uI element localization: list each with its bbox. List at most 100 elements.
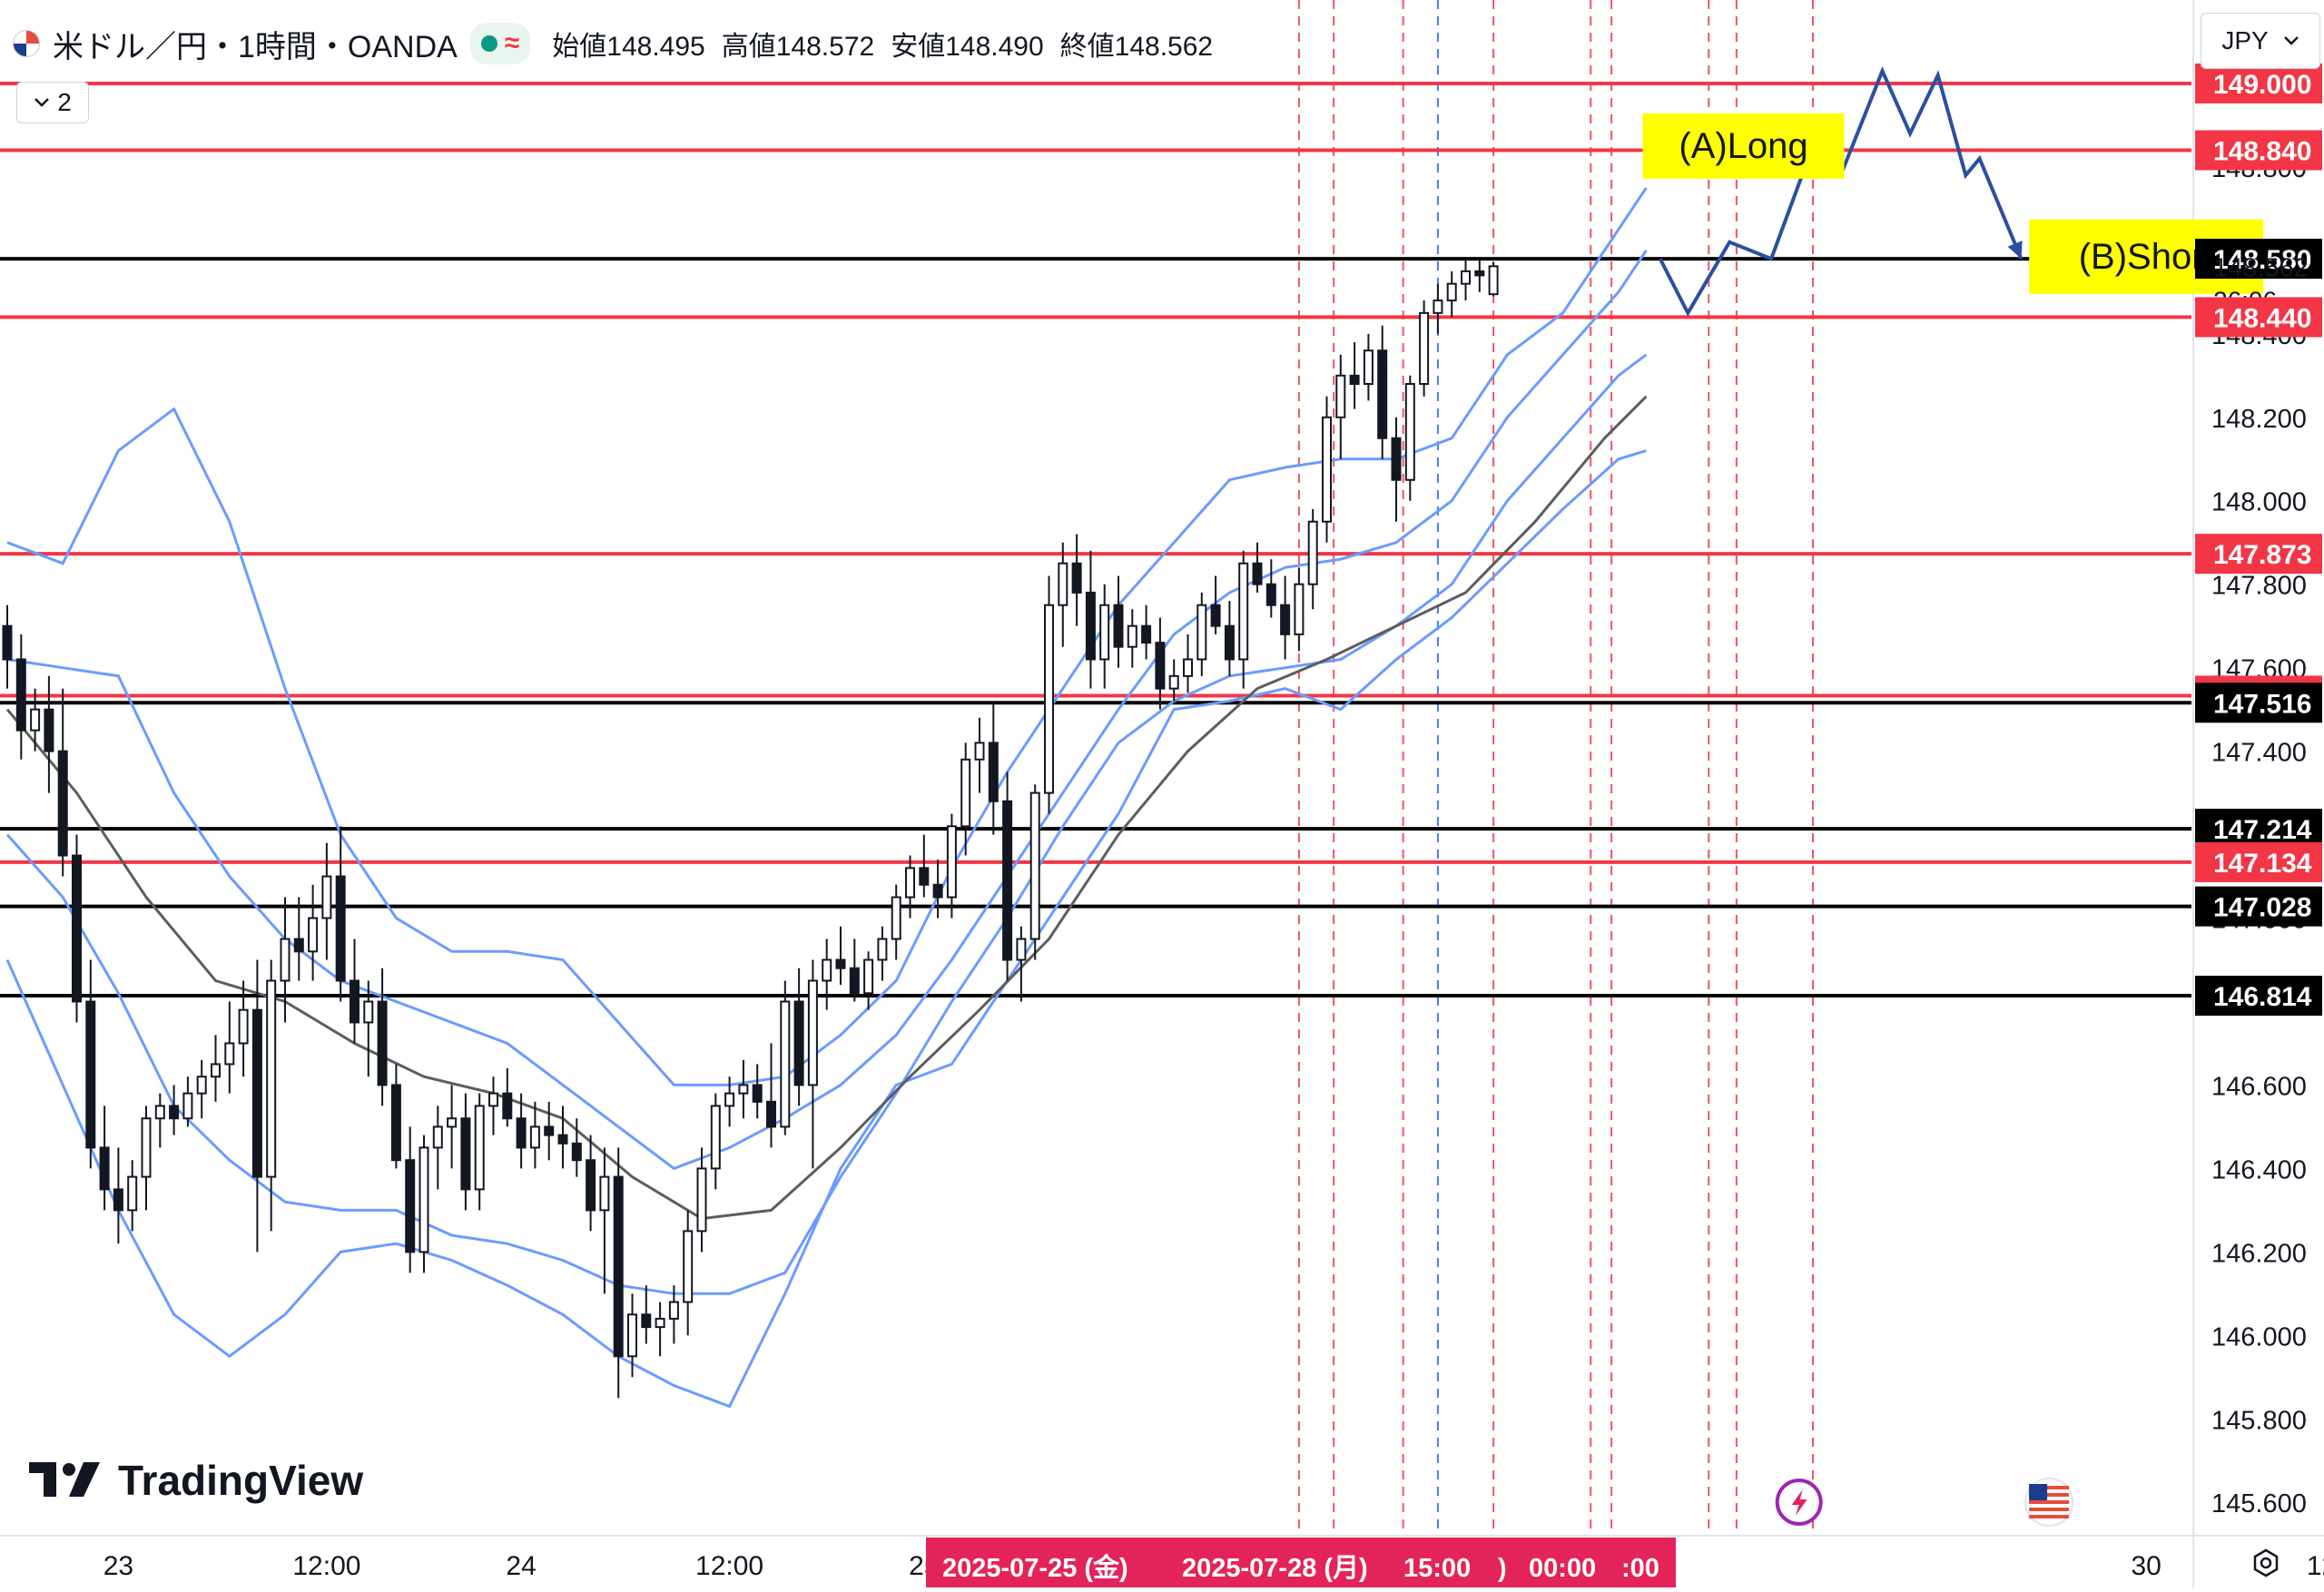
low-label: 安値 [891, 32, 946, 62]
candle-body [211, 1063, 221, 1078]
candle-body [1155, 642, 1166, 690]
candle-body [863, 958, 874, 995]
projection-path-line[interactable] [1658, 66, 2024, 317]
candle-body [793, 1000, 804, 1086]
price-tick-label: 146.600 [2211, 1072, 2307, 1101]
price-level-label-bg [2195, 297, 2322, 338]
price-level-label-bg [2195, 130, 2322, 171]
candle-body [405, 1159, 416, 1253]
usd-jpy-flag-icon [13, 30, 40, 57]
us-flag-stripe [2029, 1508, 2070, 1511]
time-tick-label: 12:00 [292, 1551, 360, 1581]
candle-body [321, 875, 332, 919]
symbol-title[interactable]: 米ドル／円・1時間・OANDA [53, 29, 458, 64]
candle-body [752, 1084, 763, 1103]
high-label: 高値 [721, 32, 776, 62]
price-level-label-bg [2195, 841, 2322, 882]
price-level-label[interactable]: 147.873 [2195, 534, 2322, 575]
chevron-down-icon [2283, 36, 2299, 45]
price-level-label[interactable]: 146.814 [2195, 976, 2322, 1017]
price-level-label[interactable]: 147.516 [2195, 683, 2322, 723]
tradingview-logo[interactable]: TradingView [29, 1456, 363, 1505]
time-range-highlight[interactable]: 2025-07-25 (金) 2025-07-28 (月) 15:00) 00:00:… [926, 1538, 1676, 1587]
candle-body [1419, 311, 1430, 385]
price-tick-label: 145.600 [2211, 1489, 2307, 1518]
candle-body [683, 1230, 694, 1303]
price-level-label[interactable]: 149.000 [2195, 63, 2322, 103]
candle-body [1141, 624, 1152, 644]
price-level-label[interactable]: 148.580 [2195, 239, 2322, 280]
market-open-dot-icon [480, 35, 497, 52]
price-level-label[interactable]: 148.840 [2195, 130, 2322, 171]
candle-body [780, 1000, 791, 1128]
price-tick-label: 148.200 [2211, 405, 2307, 434]
candle-body [627, 1313, 637, 1358]
price-level-label-text: 147.214 [2213, 815, 2312, 845]
price-level-label-text: 149.000 [2213, 70, 2311, 100]
candle-body [822, 958, 832, 982]
annotation-box [1642, 113, 1845, 179]
price-tick-label: 147.800 [2211, 572, 2307, 601]
candle-body [1168, 674, 1179, 690]
candle-body [946, 825, 957, 899]
candle-body [877, 938, 888, 961]
candle-body [377, 1000, 388, 1086]
currency-selector[interactable]: JPY [2201, 13, 2320, 69]
price-level-label-text: 148.440 [2213, 303, 2311, 333]
indicators-toggle-button[interactable]: 2 [16, 82, 89, 123]
candle-body [905, 867, 915, 899]
candle-body [1058, 562, 1068, 606]
candle-body [1210, 604, 1221, 627]
candle-body [766, 1100, 776, 1128]
candle-body [502, 1092, 513, 1120]
candle-body [655, 1317, 665, 1329]
close-value: 148.562 [1114, 32, 1214, 62]
candle-body [960, 758, 971, 828]
price-level-label-bg [2195, 683, 2322, 723]
price-level-label-text: 147.873 [2213, 540, 2311, 570]
candle-body [1099, 604, 1110, 661]
time-range-label: ) [1498, 1554, 1507, 1583]
candle-body [1265, 583, 1276, 606]
time-tick-label: 12:00 [2307, 1551, 2324, 1581]
candle-body [988, 742, 999, 802]
us-flag-stripe [2029, 1515, 2070, 1518]
candle-body [1322, 416, 1332, 523]
long-annotation[interactable]: (A)Long [1642, 113, 1845, 179]
price-level-label[interactable]: 147.134 [2195, 841, 2322, 882]
time-tick-label: 24 [506, 1551, 536, 1581]
price-level-label-text: 147.028 [2213, 893, 2311, 923]
us-flag-stripe [2029, 1500, 2070, 1504]
chevron-down-icon [34, 98, 50, 107]
candle-body [932, 883, 943, 899]
price-level-label[interactable]: 148.440 [2195, 297, 2322, 338]
lightning-icon[interactable] [1775, 1479, 1823, 1526]
candle-body [350, 979, 359, 1024]
candle-body [571, 1142, 582, 1162]
us-flag-icon[interactable] [2024, 1478, 2074, 1527]
candle-body [169, 1105, 180, 1120]
candle-body [447, 1117, 458, 1128]
candle-body [196, 1076, 207, 1095]
candle-body [1349, 374, 1360, 386]
candle-body [1085, 591, 1096, 661]
candle-body [1252, 562, 1263, 585]
status-indicators[interactable]: ≈ [469, 23, 531, 64]
candle-body [696, 1167, 707, 1233]
price-level-label[interactable]: 147.028 [2195, 886, 2322, 927]
candle-body [280, 938, 290, 982]
price-tick-label: 145.800 [2211, 1406, 2307, 1435]
time-tick-label: 30 [2132, 1551, 2162, 1581]
candle-body [113, 1188, 123, 1212]
candle-body [30, 708, 41, 732]
candle-body [419, 1146, 429, 1253]
candle-body [390, 1084, 401, 1162]
candle-body [1433, 300, 1443, 314]
candle-body [1307, 520, 1318, 585]
price-level-label[interactable]: 147.214 [2195, 809, 2322, 850]
annotation-label: (B)Short [2079, 237, 2214, 277]
candle-body [2, 624, 13, 661]
gear-icon[interactable] [2250, 1547, 2282, 1579]
